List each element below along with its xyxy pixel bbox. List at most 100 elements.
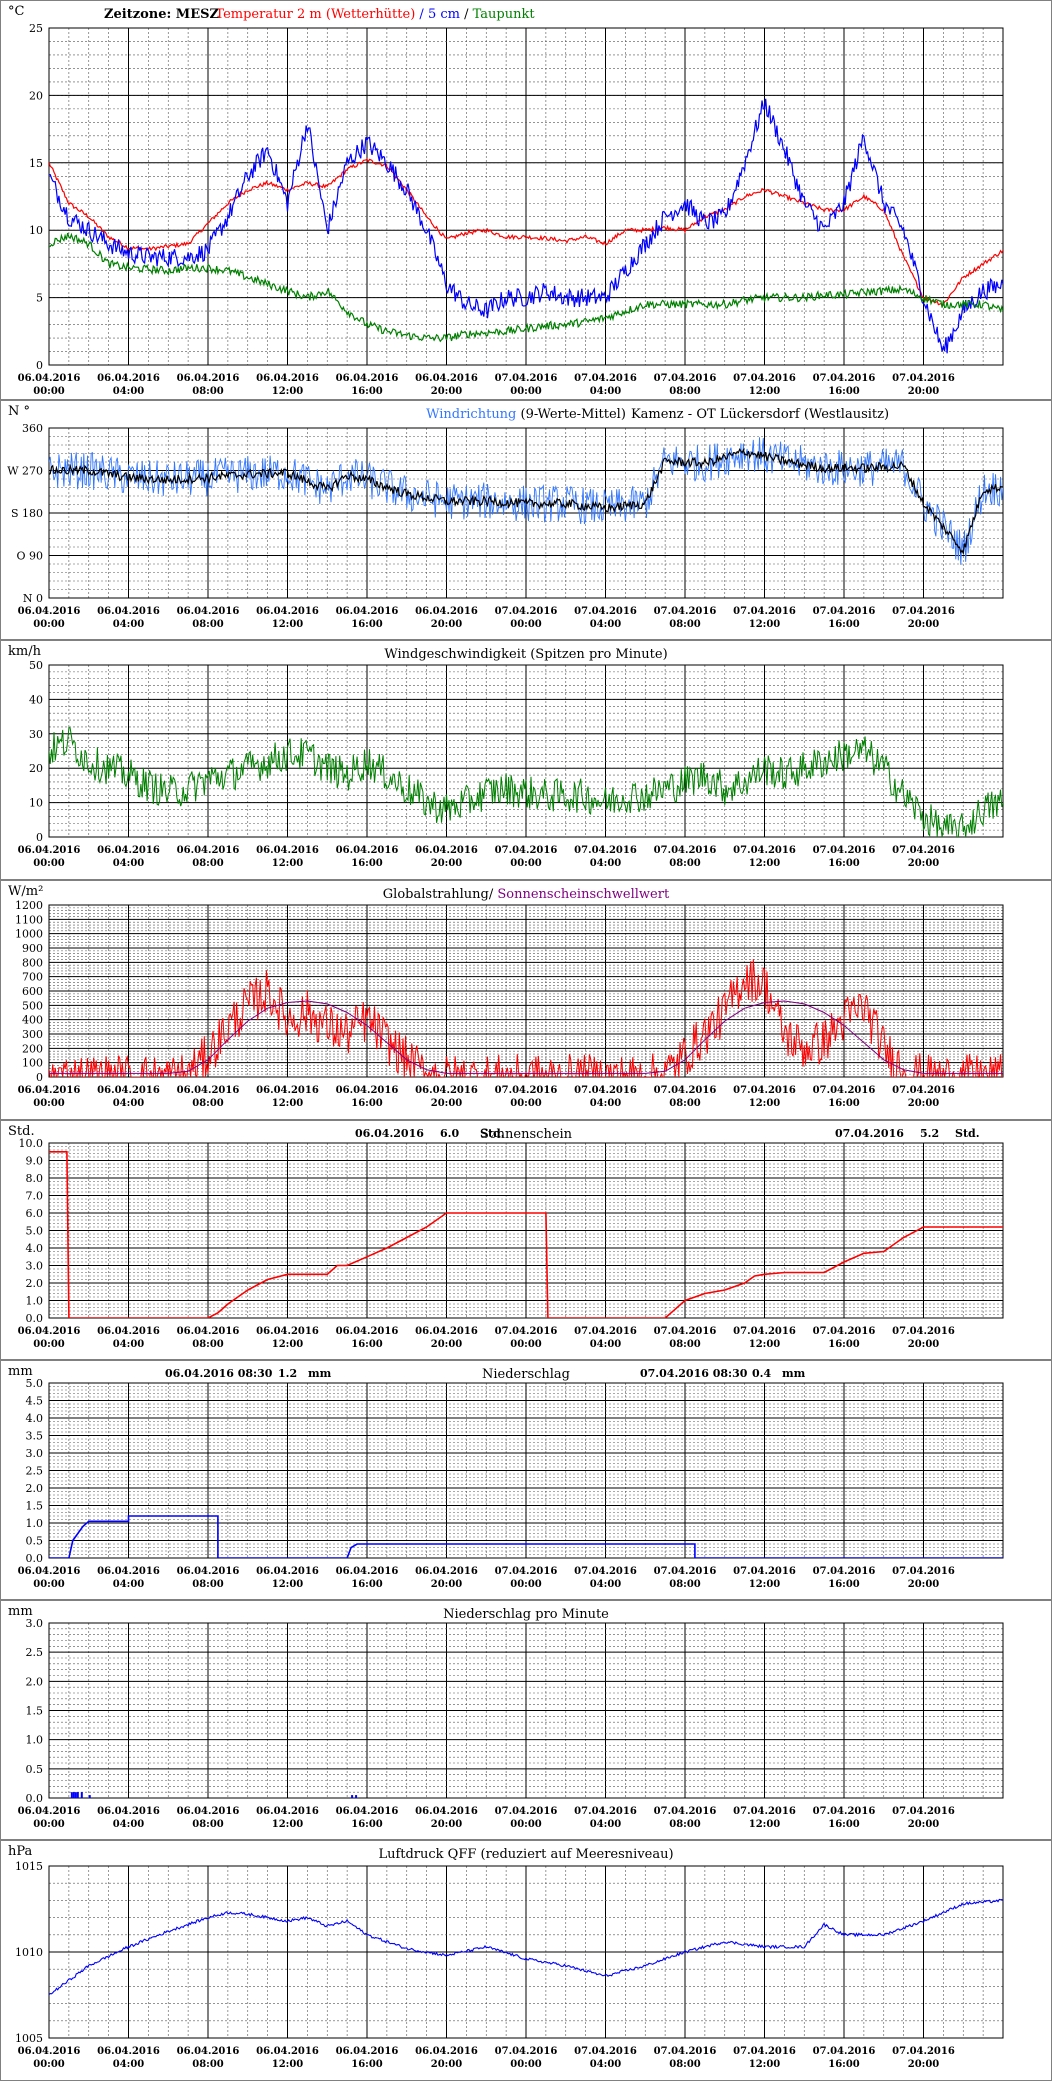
x-tick-date: 07.04.2016: [892, 845, 955, 856]
x-tick-date: 07.04.2016: [495, 1326, 558, 1337]
chart-title: Windrichtung (9-Werte-Mittel): [426, 407, 626, 422]
x-tick-date: 06.04.2016: [177, 1566, 240, 1577]
x-tick-time: 12:00: [272, 1819, 304, 1830]
x-tick-date: 07.04.2016: [574, 373, 637, 384]
y-tick-label: 360: [22, 422, 43, 435]
x-tick-time: 20:00: [908, 2059, 940, 2070]
x-tick-time: 12:00: [272, 2059, 304, 2070]
precip-bar: [80, 1792, 83, 1798]
x-tick-time: 00:00: [510, 386, 542, 397]
series-line-2: [49, 447, 1003, 556]
y-unit-label: mm: [8, 1364, 33, 1379]
x-tick-time: 00:00: [33, 1339, 65, 1350]
y-tick-label: O 90: [16, 550, 43, 563]
y-tick-label: 2.5: [26, 1465, 44, 1478]
chart-panel-1: 0 5 10 15 20 25 °C Temperatur 2 m (Wetterhütte)…: [0, 0, 1052, 400]
x-tick-date: 06.04.2016: [97, 845, 160, 856]
x-tick-time: 12:00: [749, 1579, 781, 1590]
x-tick-date: 07.04.2016: [733, 2046, 796, 2057]
x-tick-time: 16:00: [828, 1579, 860, 1590]
x-tick-date: 07.04.2016: [733, 1806, 796, 1817]
x-tick-time: 00:00: [33, 858, 65, 869]
series-line-3: [49, 232, 1003, 343]
y-tick-label: 1010: [15, 1946, 43, 1959]
x-tick-time: 04:00: [113, 2059, 145, 2070]
y-tick-label: 1.5: [26, 1705, 44, 1718]
series-line-1: [49, 959, 1003, 1077]
chart-title: Sonnenschein: [480, 1127, 573, 1142]
x-tick-time: 04:00: [590, 1819, 622, 1830]
chart-title: Niederschlag: [482, 1367, 570, 1382]
y-tick-label: 3.0: [26, 1260, 44, 1273]
x-tick-time: 00:00: [510, 858, 542, 869]
y-tick-label: 2.0: [26, 1277, 44, 1290]
x-tick-date: 06.04.2016: [97, 1566, 160, 1577]
x-tick-time: 20:00: [431, 2059, 463, 2070]
x-tick-time: 20:00: [908, 1339, 940, 1350]
x-tick-date: 06.04.2016: [177, 845, 240, 856]
x-tick-time: 08:00: [669, 386, 701, 397]
x-tick-time: 00:00: [33, 1819, 65, 1830]
x-tick-date: 07.04.2016: [495, 1566, 558, 1577]
y-unit-label: N °: [8, 404, 30, 419]
x-tick-time: 16:00: [351, 1819, 383, 1830]
series-line-1: [49, 1151, 1003, 1318]
precip-bar: [72, 1792, 75, 1798]
y-tick-label: 1.0: [26, 1295, 44, 1308]
x-tick-time: 04:00: [113, 858, 145, 869]
x-tick-time: 16:00: [351, 2059, 383, 2070]
x-tick-date: 06.04.2016: [177, 2046, 240, 2057]
y-tick-label: 0.0: [26, 1792, 44, 1805]
x-tick-time: 16:00: [351, 1339, 383, 1350]
y-tick-label: 6.0: [26, 1207, 44, 1220]
x-tick-date: 06.04.2016: [415, 845, 478, 856]
x-tick-date: 07.04.2016: [892, 1806, 955, 1817]
y-tick-label: 2.0: [26, 1482, 44, 1495]
y-tick-label: 1.0: [26, 1734, 44, 1747]
x-tick-time: 00:00: [510, 1339, 542, 1350]
x-tick-date: 06.04.2016: [336, 1566, 399, 1577]
annotation-date: 07.04.2016 08:30: [640, 1367, 748, 1380]
chart-title: Luftdruck QFF (reduziert auf Meeresnivea…: [378, 1847, 673, 1862]
x-tick-date: 07.04.2016: [733, 1085, 796, 1096]
x-tick-date: 06.04.2016: [336, 1806, 399, 1817]
x-tick-date: 06.04.2016: [97, 1326, 160, 1337]
y-tick-label: 1100: [15, 913, 43, 926]
chart-title-part: Temperatur 2 m (Wetterhütte): [215, 7, 415, 22]
x-tick-date: 07.04.2016: [574, 2046, 637, 2057]
series-line-1: [49, 437, 1003, 565]
x-tick-date: 06.04.2016: [97, 2046, 160, 2057]
series-line-1: [49, 158, 1003, 306]
annotation-value: 5.2: [920, 1127, 939, 1140]
x-tick-date: 07.04.2016: [892, 1566, 955, 1577]
x-tick-time: 00:00: [33, 619, 65, 630]
x-tick-date: 07.04.2016: [495, 1085, 558, 1096]
annotation-value: 6.0: [440, 1127, 459, 1140]
precip-bar: [74, 1792, 77, 1798]
x-tick-time: 20:00: [908, 1819, 940, 1830]
chart-title: Temperatur 2 m (Wetterhütte) / 5 cm / Ta…: [215, 7, 535, 22]
x-tick-date: 06.04.2016: [177, 1085, 240, 1096]
x-tick-date: 07.04.2016: [733, 1326, 796, 1337]
x-tick-date: 07.04.2016: [574, 1085, 637, 1096]
x-tick-time: 20:00: [431, 1579, 463, 1590]
precip-bar: [70, 1792, 73, 1798]
x-tick-time: 08:00: [192, 619, 224, 630]
plot-frame: [48, 427, 1004, 599]
x-tick-time: 00:00: [510, 619, 542, 630]
x-tick-time: 20:00: [908, 386, 940, 397]
x-tick-date: 06.04.2016: [18, 845, 81, 856]
x-tick-time: 04:00: [113, 1098, 145, 1109]
x-tick-date: 06.04.2016: [18, 373, 81, 384]
x-tick-date: 06.04.2016: [177, 373, 240, 384]
annotation-unit: Std.: [480, 1127, 505, 1140]
y-tick-label: 3.5: [26, 1430, 44, 1443]
x-tick-time: 12:00: [749, 2059, 781, 2070]
y-tick-label: 1.5: [26, 1500, 44, 1513]
x-tick-time: 12:00: [749, 1819, 781, 1830]
x-tick-time: 16:00: [828, 1339, 860, 1350]
x-tick-time: 00:00: [510, 1579, 542, 1590]
x-tick-time: 16:00: [351, 1579, 383, 1590]
